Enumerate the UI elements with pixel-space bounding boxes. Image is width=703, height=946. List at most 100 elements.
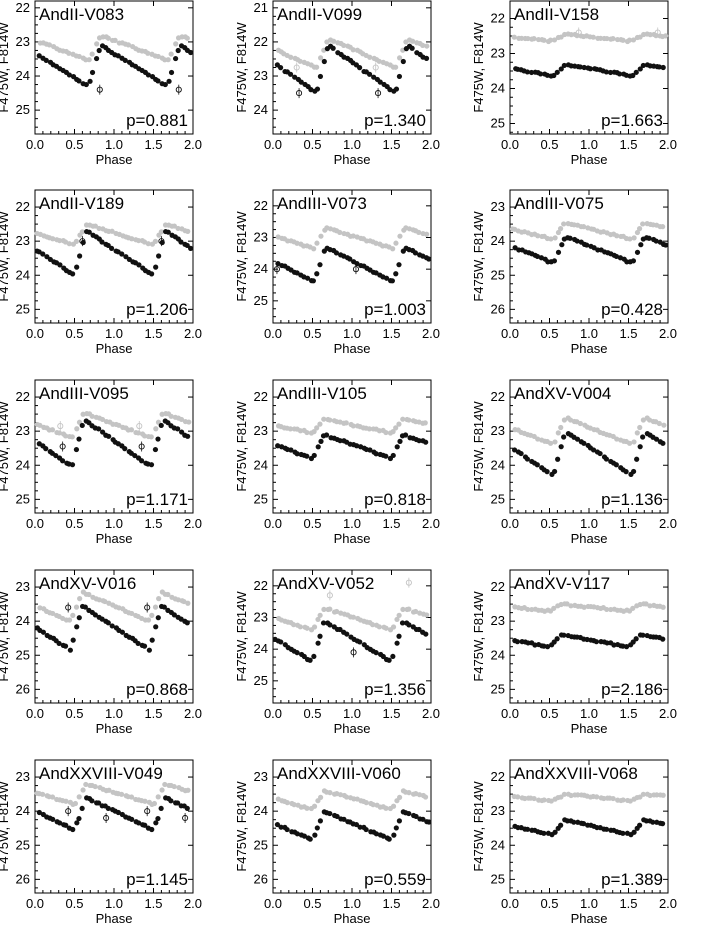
y-tick-label: 23 [254,423,268,438]
y-tick-label: 24 [16,457,30,472]
f814w-point [161,604,167,610]
f475w-point [317,421,323,427]
light-curve-panel: 0.0 0.5 1.0 1.5 2.0 Phase 22 23 24 25 F475W, F814W… [471,569,677,736]
f475w-point [383,805,389,811]
f814w-point [109,623,115,629]
f475w-point [304,805,310,811]
period-label: p=1.389 [601,870,663,889]
f475w-point [136,237,142,244]
f814w-point [311,452,317,459]
x-tick-label: 0.0 [264,326,282,341]
x-axis-label: Phase [571,152,608,167]
f814w-point [634,456,640,462]
f814w-point [638,242,644,248]
f814w-point [637,66,643,72]
f814w-point [373,451,379,457]
f814w-point [168,798,174,804]
x-tick-label: 1.5 [619,706,637,721]
x-tick-label: 2.0 [184,516,202,531]
f475w-point [46,42,53,48]
f814w-point [585,822,591,828]
f814w-point [633,636,639,642]
f475w-point [102,598,108,605]
f475w-point [175,225,181,232]
f814w-point [534,462,540,468]
f475w-point [585,603,591,610]
f814w-point [99,239,105,245]
f475w-point [156,596,162,602]
f814w-point [188,49,194,56]
f475w-point [366,426,372,432]
f814w-point [36,53,42,59]
f814w-point [77,253,83,259]
f475w-point [660,224,666,230]
y-axis-label: F475W, F814W [234,22,249,113]
f814w-point [115,809,121,816]
panel-title: AndXXVIII-V068 [514,764,638,783]
period-label: p=1.136 [601,490,663,509]
f475w-point [370,802,376,808]
f475w-point [400,416,406,422]
f814w-point [416,438,422,444]
x-tick-label: 1.5 [144,706,162,721]
f475w-point [66,241,72,247]
f475w-point [106,600,112,606]
x-tick-label: 2.0 [184,326,202,341]
period-label: p=1.145 [126,870,188,889]
f814w-point [558,444,564,450]
f814w-point [70,271,76,277]
f475w-point [604,35,610,42]
f475w-point [594,794,600,800]
f814w-point [138,458,145,464]
f475w-point [424,43,430,49]
f814w-point [57,262,63,268]
f814w-point [310,278,316,284]
x-tick-label: 1.0 [580,326,598,341]
f814w-point [363,826,369,833]
f475w-point [541,37,547,43]
f814w-point [366,71,373,77]
f814w-point [413,813,419,820]
f475w-point [424,612,430,618]
f814w-point [86,229,92,235]
x-tick-label: 0.5 [303,137,321,152]
f814w-point [73,446,80,453]
f475w-point [347,614,354,620]
x-tick-label: 1.5 [144,137,162,152]
f475w-point [142,798,148,804]
f475w-point [39,791,46,797]
x-tick-label: 1.5 [382,896,400,911]
f475w-point [155,794,161,800]
f475w-point [63,433,69,439]
f475w-point [400,606,406,613]
f814w-point [275,443,281,449]
f475w-point [396,612,402,618]
f475w-point [393,64,399,70]
f814w-point [347,57,354,63]
x-axis-label: Phase [334,341,371,356]
f475w-point [337,229,343,235]
f814w-point [53,452,59,459]
period-label: p=1.171 [126,490,188,509]
x-tick-label: 1.0 [343,896,361,911]
f475w-point [581,224,587,230]
f475w-point [410,38,416,44]
f475w-point [109,37,116,44]
f814w-point [119,251,125,257]
x-tick-label: 0.0 [501,896,519,911]
f814w-point [152,446,159,453]
f814w-point [585,65,591,71]
f814w-point [356,65,363,71]
f814w-point [561,434,567,440]
y-tick-label: 23 [16,233,30,248]
f475w-point [109,228,115,234]
x-tick-label: 0.5 [540,516,558,531]
f475w-point [171,223,177,229]
f814w-point [337,626,343,633]
f814w-point [82,604,88,610]
x-tick-label: 1.0 [105,896,123,911]
f814w-point [301,833,308,839]
x-tick-label: 0.5 [65,516,83,531]
y-tick-label: 25 [491,491,505,506]
